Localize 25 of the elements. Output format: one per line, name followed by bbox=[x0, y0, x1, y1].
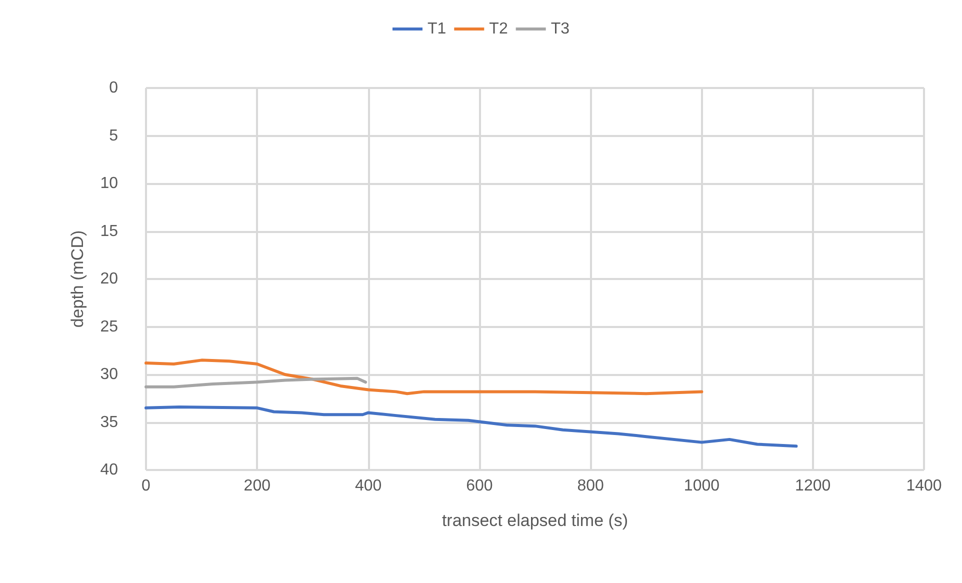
y-tick-label: 5 bbox=[109, 127, 118, 144]
y-tick-label: 25 bbox=[100, 318, 118, 336]
line-series bbox=[144, 405, 798, 448]
y-tick-label: 10 bbox=[100, 175, 118, 192]
x-axis-title: transect elapsed time (s) bbox=[442, 511, 628, 530]
x-tick-label: 1200 bbox=[795, 478, 831, 494]
x-tick-label: 0 bbox=[142, 478, 151, 494]
line-series bbox=[144, 358, 704, 396]
legend-label: T3 bbox=[550, 20, 570, 38]
x-tick-label: 1400 bbox=[906, 478, 942, 494]
y-axis-title: depth (mCD) bbox=[68, 230, 87, 328]
y-tick-label: 15 bbox=[100, 222, 118, 240]
y-tick-label: 40 bbox=[100, 462, 118, 478]
x-tick-label: 400 bbox=[354, 478, 382, 494]
y-tick-label: 30 bbox=[100, 366, 118, 383]
y-tick-label: 20 bbox=[100, 270, 118, 288]
x-tick-label: 200 bbox=[244, 478, 271, 494]
y-tick-label: 0 bbox=[109, 80, 118, 96]
x-tick-label: 600 bbox=[466, 478, 493, 494]
line-series bbox=[144, 376, 368, 388]
legend-label: T2 bbox=[489, 20, 508, 38]
x-tick-label: 1000 bbox=[684, 478, 720, 494]
y-tick-label: 35 bbox=[100, 414, 118, 431]
x-tick-label: 800 bbox=[577, 478, 604, 494]
legend-label: T1 bbox=[427, 20, 446, 38]
